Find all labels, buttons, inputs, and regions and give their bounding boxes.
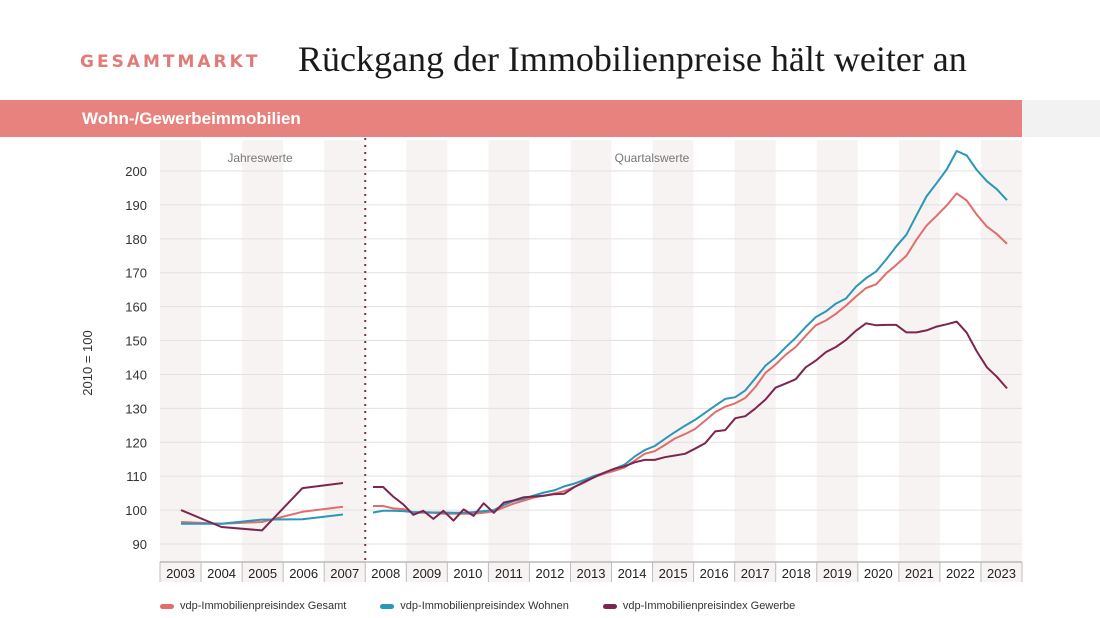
x-tick-label: 2017 [741,566,770,581]
section-kicker: GESAMTMARKT [80,52,261,72]
chart-header-bar [0,100,1022,137]
y-tick-label: 170 [125,266,147,281]
column-band [734,140,776,582]
column-band [160,140,202,582]
column-band [652,140,694,582]
x-tick-label: 2009 [412,566,441,581]
x-tick-label: 2014 [618,566,647,581]
x-tick-label: 2011 [495,566,523,581]
series-line-annual-wohnen [181,513,344,525]
series-line-quarterly-wohnen [372,150,1008,514]
x-tick-label: 2013 [577,566,606,581]
x-tick-label: 2019 [823,566,852,581]
series-line-quarterly-gesamt [373,192,1008,515]
column-band [980,140,1022,582]
x-tick-label: 2023 [987,566,1016,581]
annotation-annual: Jahreswerte [227,151,293,165]
column-band [816,140,858,582]
x-tick-label: 2021 [905,566,934,581]
y-tick-label: 180 [125,232,147,247]
x-tick-label: 2005 [248,566,277,581]
legend-label-wohnen: vdp-Immobilienpreisindex Wohnen [400,600,569,612]
x-tick-label: 2020 [864,566,893,581]
x-tick-label: 2010 [453,566,482,581]
legend-label-gewerbe: vdp-Immobilienpreisindex Gewerbe [622,600,796,612]
y-tick-label: 190 [125,198,147,213]
legend-swatch-wohnen [380,603,395,609]
legend-item-gewerbe: vdp-Immobilienpreisindex Gewerbe [602,600,796,612]
y-tick-label: 140 [125,367,147,382]
x-tick-label: 2008 [371,566,400,581]
x-tick-label: 2006 [289,566,318,581]
chart-legend: vdp-Immobilienpreisindex Gesamt vdp-Immo… [160,600,829,612]
column-band [488,140,530,582]
price-index-chart: 90 100 110 120 130 140 150 160 170 180 190 200 2010 … [80,138,1023,582]
y-tick-label: 110 [126,469,147,484]
legend-swatch-gesamt [160,603,174,609]
column-band [406,140,448,582]
legend-item-wohnen: vdp-Immobilienpreisindex Wohnen [380,600,569,612]
y-tick-label: 150 [125,334,147,349]
series-line-quarterly-gewerbe [373,320,1008,522]
column-band [898,140,940,582]
chart-section-label: Wohn-/Gewerbeimmobilien [82,109,301,128]
annotation-quarterly: Quartalswerte [615,151,690,165]
x-tick-label: 2004 [207,566,236,581]
column-band [242,140,284,582]
x-tick-label: 2012 [535,566,564,581]
page-title: Rückgang der Immobilienpreise hält weite… [298,39,967,79]
y-tick-label: 120 [125,435,147,450]
x-tick-label: 2003 [166,566,195,581]
x-tick-label: 2015 [659,566,688,581]
x-tick-label: 2018 [782,566,811,581]
x-tick-label: 2007 [330,566,359,581]
y-tick-label: 200 [125,164,147,179]
legend-swatch-gewerbe [602,603,617,609]
legend-label-gesamt: vdp-Immobilienpreisindex Gesamt [180,600,347,612]
x-tick-label: 2022 [946,566,975,581]
y-tick-label: 160 [125,300,147,315]
y-tick-label: 130 [125,401,147,416]
x-tick-label: 2016 [700,566,729,581]
column-band [570,140,612,582]
legend-item-gesamt: vdp-Immobilienpreisindex Gesamt [160,600,346,612]
y-tick-label: 90 [133,537,147,552]
y-tick-label: 100 [125,503,147,518]
series-line-annual-gewerbe [180,482,344,532]
y-axis-label: 2010 = 100 [80,330,95,395]
chart-header-bar-end [1022,100,1100,137]
